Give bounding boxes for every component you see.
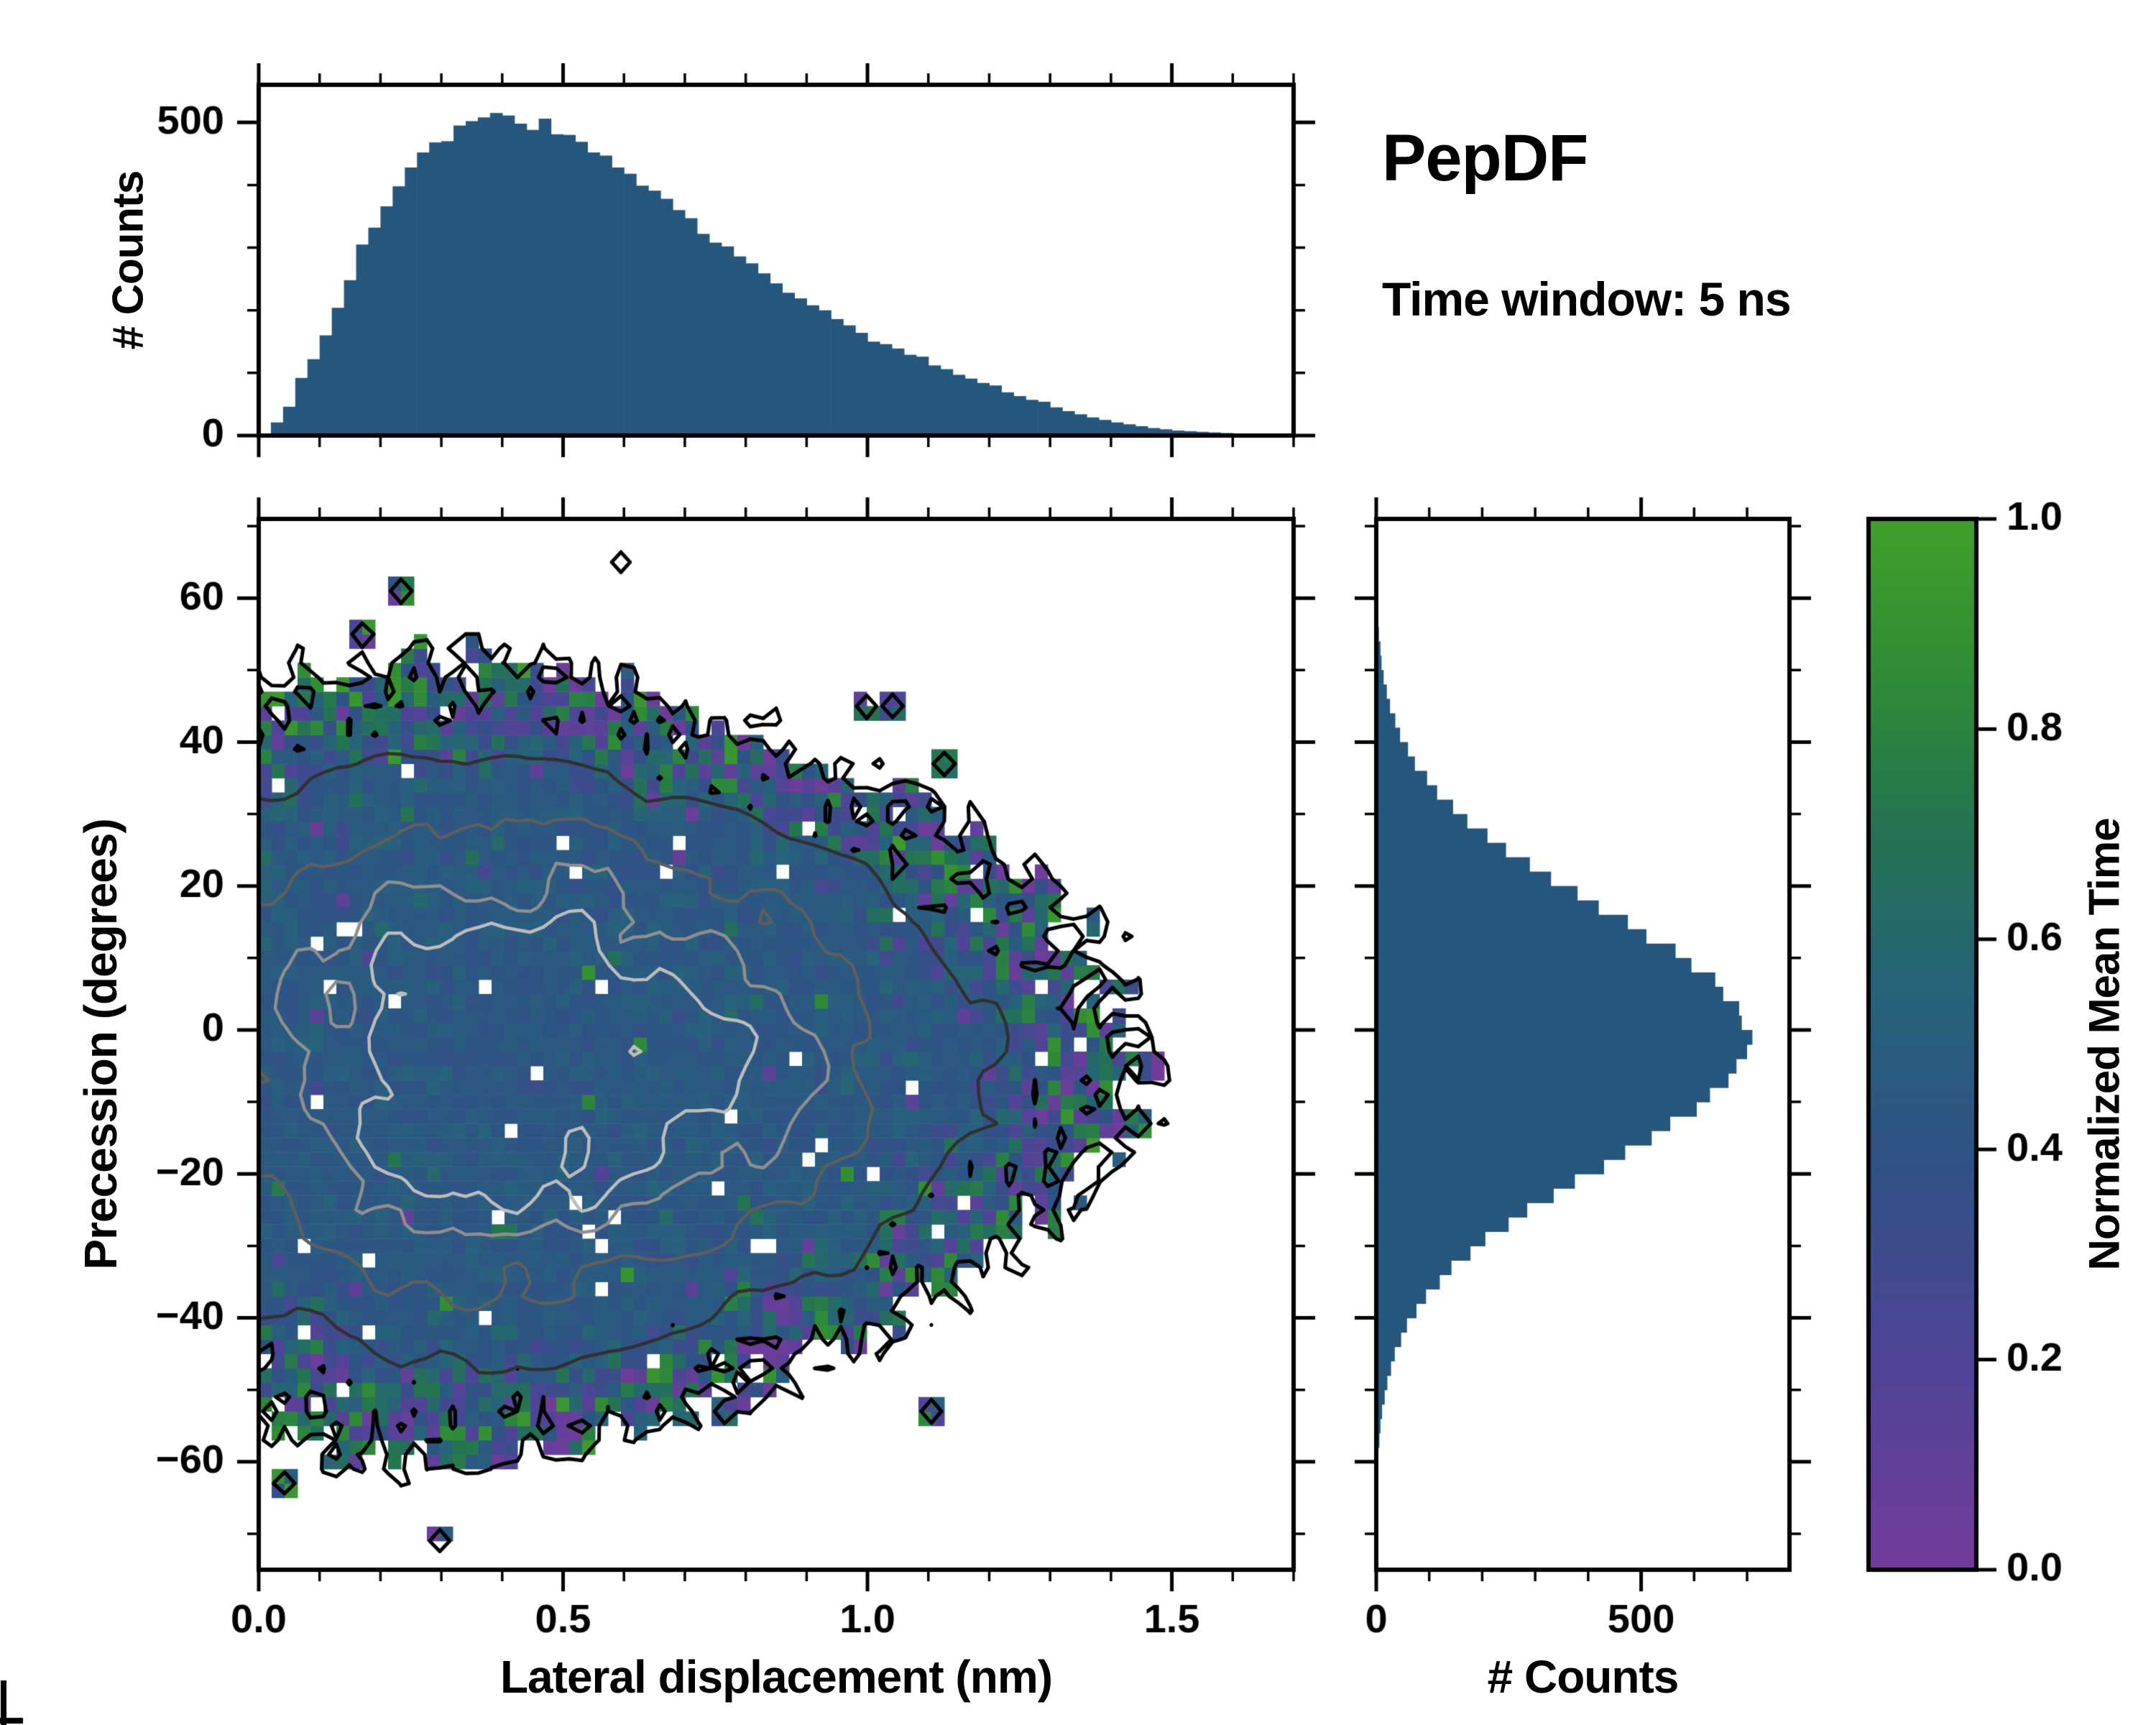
top-hist-axis-label: # Counts xyxy=(103,170,152,350)
chart-title: PepDF xyxy=(1382,121,1588,195)
x-axis-label: Lateral displacement (nm) xyxy=(499,1651,1053,1703)
right-hist-axis-label: # Counts xyxy=(1487,1651,1680,1703)
y-axis-label: Precession (degrees) xyxy=(75,819,126,1270)
chart-subtitle: Time window: 5 ns xyxy=(1382,272,1792,326)
colorbar-label: Normalized Mean Time xyxy=(2080,818,2129,1271)
